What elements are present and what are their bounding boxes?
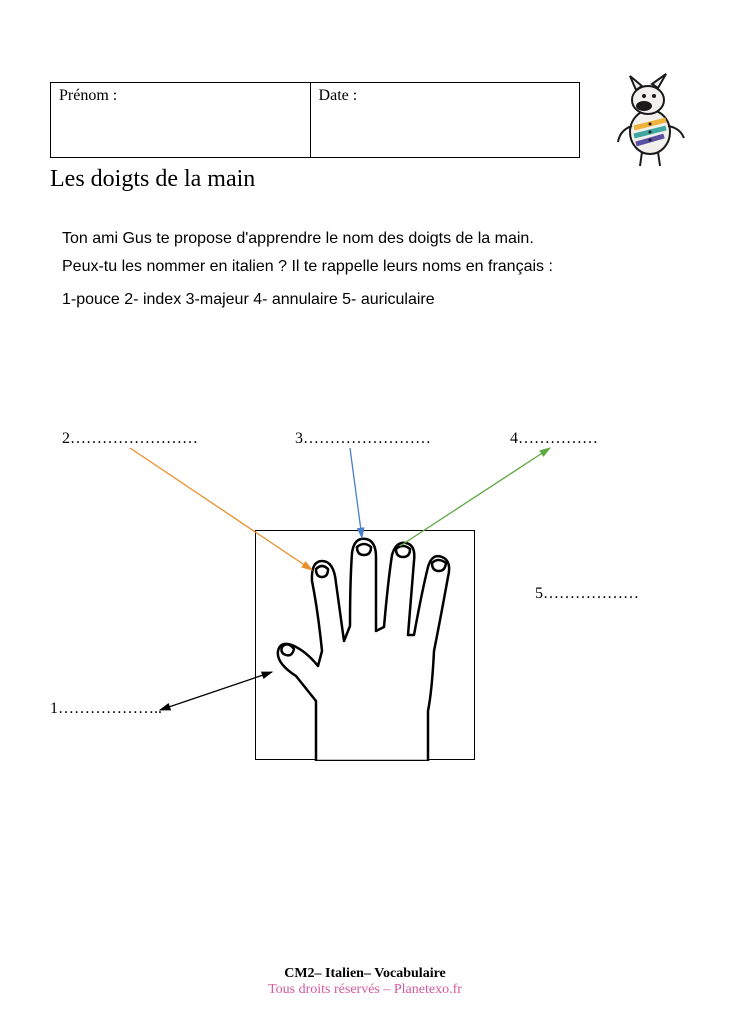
label-4[interactable]: 4……………: [510, 430, 598, 448]
instruction-line-2: Peux-tu les nommer en italien ? Il te ra…: [62, 256, 652, 278]
mascot-icon: [600, 70, 700, 170]
footer: CM2– Italien– Vocabulaire Tous droits ré…: [0, 966, 730, 998]
label-2[interactable]: 2……………………: [62, 430, 198, 448]
header: Prénom : Date : Les doigts de la main: [50, 82, 690, 193]
date-cell[interactable]: Date :: [310, 83, 579, 158]
label-1[interactable]: 1………………..: [50, 700, 162, 718]
instructions: Ton ami Gus te propose d'apprendre le no…: [62, 228, 652, 317]
french-names-list: 1-pouce 2- index 3-majeur 4- annulaire 5…: [62, 289, 652, 311]
label-3[interactable]: 3……………………: [295, 430, 431, 448]
page-title: Les doigts de la main: [50, 166, 690, 193]
label-5[interactable]: 5………………: [535, 585, 639, 603]
footer-category: CM2– Italien– Vocabulaire: [0, 966, 730, 982]
hand-diagram: 2…………………… 3…………………… 4…………… 5……………… 1……………: [50, 420, 690, 820]
prenom-cell[interactable]: Prénom :: [51, 83, 311, 158]
hand-illustration: [255, 530, 475, 760]
name-date-table: Prénom : Date :: [50, 82, 580, 158]
instruction-line-1: Ton ami Gus te propose d'apprendre le no…: [62, 228, 652, 250]
footer-copyright: Tous droits réservés – Planetexo.fr: [0, 982, 730, 998]
